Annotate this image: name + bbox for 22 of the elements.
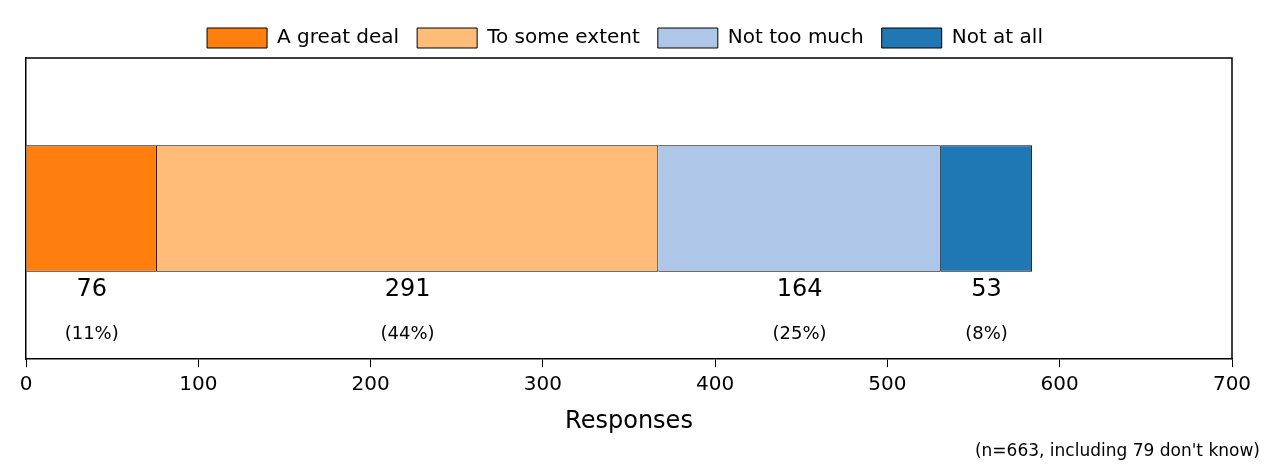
x-axis-title: Responses bbox=[565, 405, 693, 434]
data-label: 76 bbox=[76, 274, 107, 303]
x-tick-label: 0 bbox=[19, 371, 33, 396]
legend-label: Not at all bbox=[951, 24, 1043, 49]
data-label: 53 bbox=[971, 274, 1002, 303]
annotation: (11%) bbox=[64, 321, 119, 343]
annotation: (8%) bbox=[965, 321, 1008, 343]
x-tick-label: 300 bbox=[523, 371, 562, 396]
x-tick-label: 500 bbox=[868, 371, 907, 396]
annotation: (44%) bbox=[380, 321, 435, 343]
x-tick-label: 600 bbox=[1040, 371, 1079, 396]
legend-label: To some extent bbox=[486, 24, 640, 49]
x-tick-label: 400 bbox=[696, 371, 735, 396]
data-label: 164 bbox=[776, 274, 823, 303]
annotation: (25%) bbox=[772, 321, 827, 343]
x-tick-label: 200 bbox=[351, 371, 390, 396]
data-label: 291 bbox=[384, 274, 431, 303]
text: (n=663, including 79 don't know) bbox=[974, 440, 1260, 460]
x-tick-label: 100 bbox=[179, 371, 218, 396]
x-tick-label: 700 bbox=[1212, 371, 1252, 396]
legend-label: A great deal bbox=[277, 24, 400, 49]
legend-label: Not too much bbox=[727, 24, 864, 49]
